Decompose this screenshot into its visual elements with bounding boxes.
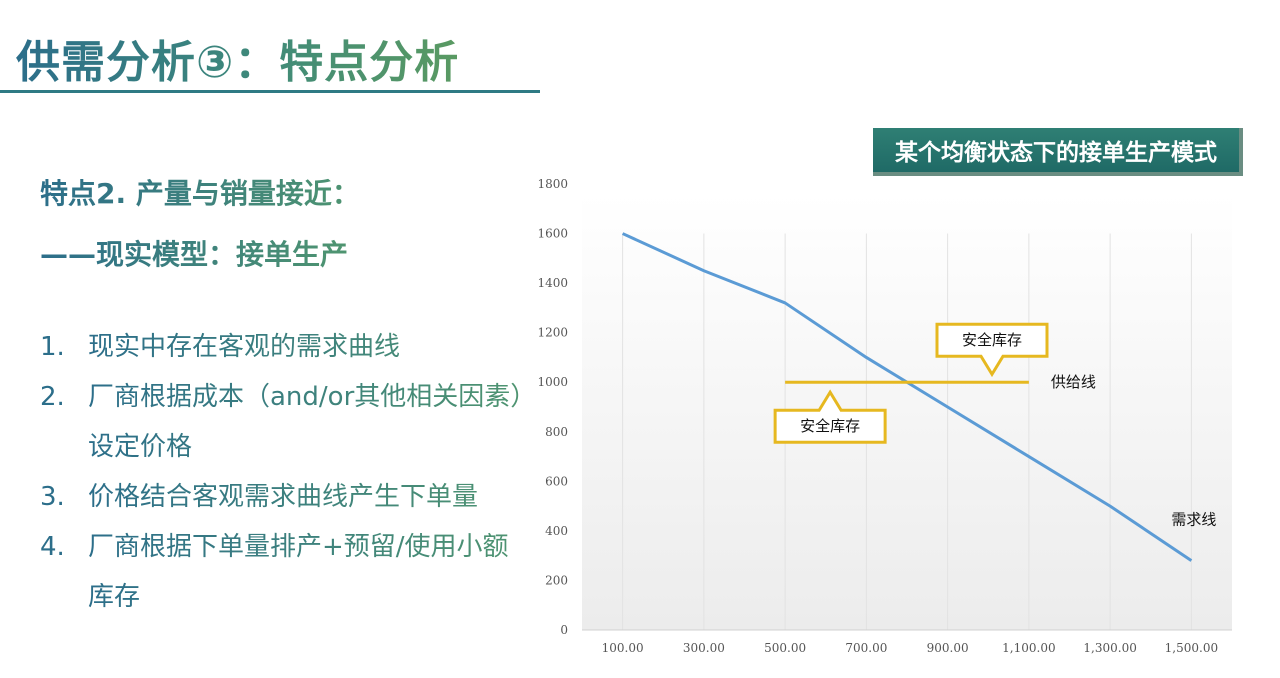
list-number: 4. (40, 532, 65, 562)
x-tick-label: 1,100.00 (1002, 641, 1055, 655)
safety-stock-label: 安全库存 (800, 417, 860, 435)
heading-line-2: ——现实模型：接单生产 (40, 233, 348, 273)
x-tick-label: 300.00 (683, 641, 725, 655)
x-tick-label: 700.00 (845, 641, 887, 655)
demand-line-label: 需求线 (1171, 511, 1216, 529)
feature-list: 1. 现实中存在客观的需求曲线 2. 厂商根据成本（and/or其他相关因素）设定价… (40, 322, 530, 622)
list-number: 1. (40, 332, 65, 362)
list-text: 厂商根据下单量排产+预留/使用小额库存 (88, 522, 530, 622)
y-tick-label: 800 (545, 425, 568, 439)
list-text: 价格结合客观需求曲线产生下单量 (88, 472, 530, 522)
safety-stock-callout (773, 389, 887, 444)
y-tick-label: 1400 (537, 276, 568, 290)
list-text: 现实中存在客观的需求曲线 (88, 322, 530, 372)
list-item: 2. 厂商根据成本（and/or其他相关因素）设定价格 (40, 372, 530, 472)
x-tick-label: 1,300.00 (1083, 641, 1136, 655)
demand-supply-chart: 0 200 400 600 800 1000 1200 1400 1600 1800 100.00… (537, 177, 1232, 655)
y-tick-label: 1800 (537, 177, 568, 191)
x-tick-label: 100.00 (602, 641, 644, 655)
page-title: 供需分析③：特点分析 (16, 26, 459, 90)
safety-stock-label: 安全库存 (962, 331, 1022, 349)
heading-line-1: 特点2. 产量与销量接近： (40, 172, 360, 212)
x-tick-label: 1,500.00 (1165, 641, 1218, 655)
y-tick-label: 1200 (537, 326, 568, 340)
list-item: 3. 价格结合客观需求曲线产生下单量 (40, 472, 530, 522)
x-tick-label: 900.00 (927, 641, 969, 655)
y-tick-label: 0 (560, 623, 568, 637)
y-tick-label: 1600 (537, 227, 568, 241)
chart-title: 某个均衡状态下的接单生产模式 (873, 128, 1243, 176)
y-tick-label: 200 (545, 573, 568, 587)
title-underline (0, 90, 540, 93)
x-tick-label: 500.00 (764, 641, 806, 655)
y-tick-label: 1000 (537, 375, 568, 389)
list-text: 厂商根据成本（and/or其他相关因素）设定价格 (88, 372, 530, 472)
list-item: 1. 现实中存在客观的需求曲线 (40, 322, 530, 372)
list-number: 3. (40, 482, 65, 512)
y-tick-label: 600 (545, 474, 568, 488)
list-number: 2. (40, 382, 65, 412)
list-item: 4. 厂商根据下单量排产+预留/使用小额库存 (40, 522, 530, 622)
plot-area (582, 193, 1232, 631)
y-tick-label: 400 (545, 524, 568, 538)
safety-stock-callout (935, 322, 1049, 378)
supply-line-label: 供给线 (1051, 373, 1096, 391)
